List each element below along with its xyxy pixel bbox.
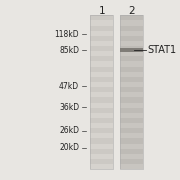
Bar bbox=[90, 144, 113, 149]
Bar bbox=[120, 77, 143, 82]
Bar bbox=[120, 123, 143, 128]
Bar bbox=[120, 133, 143, 138]
Bar bbox=[120, 15, 143, 20]
Bar bbox=[120, 51, 143, 56]
Bar bbox=[90, 61, 113, 67]
Bar bbox=[120, 149, 143, 154]
Text: 20kD: 20kD bbox=[59, 143, 79, 152]
Bar bbox=[90, 72, 113, 77]
Text: 47kD: 47kD bbox=[59, 82, 79, 91]
Bar bbox=[120, 87, 143, 92]
Text: 118kD: 118kD bbox=[55, 30, 79, 39]
Bar bbox=[90, 118, 113, 123]
Bar bbox=[90, 87, 113, 92]
Text: 85kD: 85kD bbox=[59, 46, 79, 55]
Bar bbox=[120, 82, 143, 87]
Bar bbox=[120, 138, 143, 144]
Bar bbox=[120, 67, 143, 72]
Bar bbox=[90, 31, 113, 36]
Bar bbox=[90, 26, 113, 31]
Bar bbox=[90, 123, 113, 128]
Bar bbox=[90, 149, 113, 154]
Bar bbox=[120, 92, 143, 97]
Bar bbox=[120, 164, 143, 169]
Bar bbox=[120, 20, 143, 26]
Bar bbox=[120, 48, 143, 52]
Bar bbox=[90, 77, 113, 82]
Bar bbox=[120, 97, 143, 103]
Bar bbox=[120, 154, 143, 159]
Bar bbox=[90, 82, 113, 87]
Bar bbox=[120, 72, 143, 77]
Bar bbox=[90, 92, 113, 97]
Bar bbox=[90, 102, 113, 108]
Bar bbox=[120, 128, 143, 133]
Text: 1: 1 bbox=[98, 6, 105, 16]
Bar bbox=[90, 15, 113, 169]
Bar bbox=[90, 41, 113, 46]
Bar bbox=[120, 118, 143, 123]
Text: STAT1: STAT1 bbox=[148, 45, 177, 55]
Bar bbox=[120, 15, 143, 169]
Bar bbox=[90, 154, 113, 159]
Bar bbox=[90, 159, 113, 164]
Bar bbox=[120, 61, 143, 67]
Bar bbox=[90, 51, 113, 56]
Bar bbox=[90, 67, 113, 72]
Bar bbox=[120, 41, 143, 46]
Bar bbox=[120, 46, 143, 51]
Text: 26kD: 26kD bbox=[59, 126, 79, 135]
Bar bbox=[120, 31, 143, 36]
Bar bbox=[120, 113, 143, 118]
Bar bbox=[120, 102, 143, 108]
Bar bbox=[120, 159, 143, 164]
Bar bbox=[120, 144, 143, 149]
Bar bbox=[90, 46, 113, 51]
Bar bbox=[90, 164, 113, 169]
Bar bbox=[90, 113, 113, 118]
Bar bbox=[90, 133, 113, 138]
Bar bbox=[120, 36, 143, 41]
Bar bbox=[90, 20, 113, 26]
Bar bbox=[120, 108, 143, 113]
Text: 36kD: 36kD bbox=[59, 103, 79, 112]
Bar bbox=[90, 108, 113, 113]
Bar bbox=[120, 56, 143, 61]
Bar bbox=[120, 26, 143, 31]
Text: 2: 2 bbox=[128, 6, 135, 16]
Bar bbox=[90, 36, 113, 41]
Bar bbox=[90, 97, 113, 103]
Bar bbox=[90, 128, 113, 133]
Bar bbox=[90, 56, 113, 61]
Bar bbox=[90, 15, 113, 20]
Bar bbox=[90, 138, 113, 144]
